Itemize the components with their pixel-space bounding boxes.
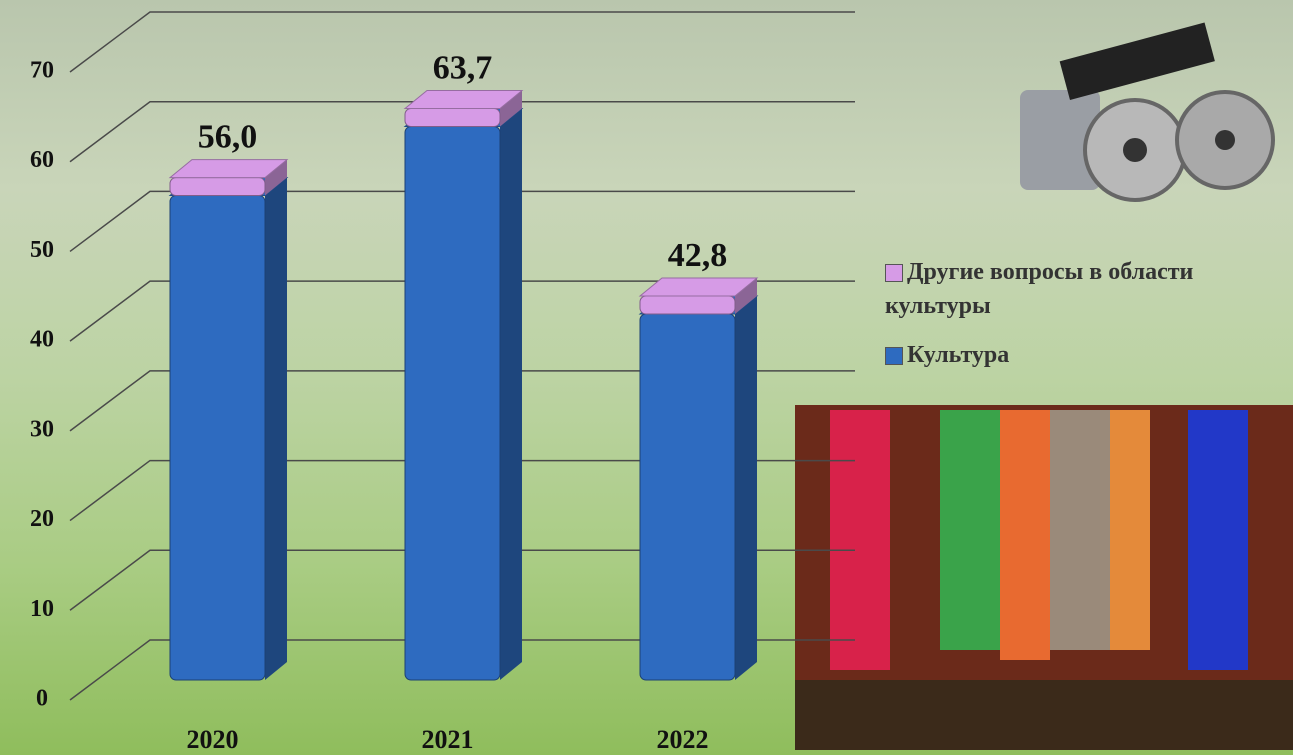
bar-side xyxy=(735,295,757,680)
legend-swatch xyxy=(885,347,903,366)
legend-label: Культура xyxy=(907,342,1010,368)
grid-line xyxy=(69,100,855,163)
stage-photo xyxy=(795,405,1293,750)
legend-swatch xyxy=(885,264,903,283)
legend-item: Другие вопросы в области культуры xyxy=(885,255,1285,323)
grid-line xyxy=(69,459,855,522)
grid-line xyxy=(69,11,855,73)
grid-line xyxy=(69,280,855,342)
bar-top xyxy=(638,277,759,297)
bar xyxy=(639,313,736,681)
bar-side xyxy=(735,278,757,314)
total-label: 42,8 xyxy=(668,237,728,274)
bar xyxy=(169,177,266,197)
y-tick-label: 20 xyxy=(30,506,54,532)
bar-side xyxy=(500,108,522,680)
total-label: 63,7 xyxy=(433,49,493,86)
bar-top xyxy=(403,90,524,110)
grid-line xyxy=(69,190,855,253)
film-icon xyxy=(1020,22,1275,202)
bar xyxy=(169,195,266,681)
total-label: 56,0 xyxy=(198,118,258,155)
y-tick-label: 70 xyxy=(30,58,54,84)
legend-label: Другие вопросы в области культуры xyxy=(885,259,1194,319)
bar xyxy=(639,295,736,315)
y-tick-label: 60 xyxy=(30,147,54,173)
bar xyxy=(404,108,501,127)
bar-side xyxy=(265,177,287,681)
bar xyxy=(404,125,501,681)
x-tick-label: 2021 xyxy=(422,725,474,754)
y-tick-label: 10 xyxy=(30,596,54,622)
y-tick-label: 30 xyxy=(30,416,54,442)
x-tick-label: 2020 xyxy=(187,725,239,754)
grid-line xyxy=(69,639,855,701)
grid-line xyxy=(69,370,855,432)
y-tick-label: 50 xyxy=(30,237,54,263)
legend-item: Культура xyxy=(885,338,1285,372)
bar-top xyxy=(168,159,289,179)
bar-side xyxy=(500,90,522,127)
y-tick-label: 0 xyxy=(36,686,48,712)
x-tick-label: 2022 xyxy=(657,725,709,754)
bar-side xyxy=(265,159,287,196)
grid-line xyxy=(69,549,855,611)
y-tick-label: 40 xyxy=(30,327,54,353)
